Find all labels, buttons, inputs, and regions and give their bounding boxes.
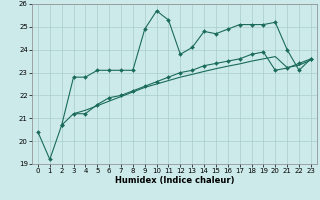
X-axis label: Humidex (Indice chaleur): Humidex (Indice chaleur) bbox=[115, 176, 234, 185]
